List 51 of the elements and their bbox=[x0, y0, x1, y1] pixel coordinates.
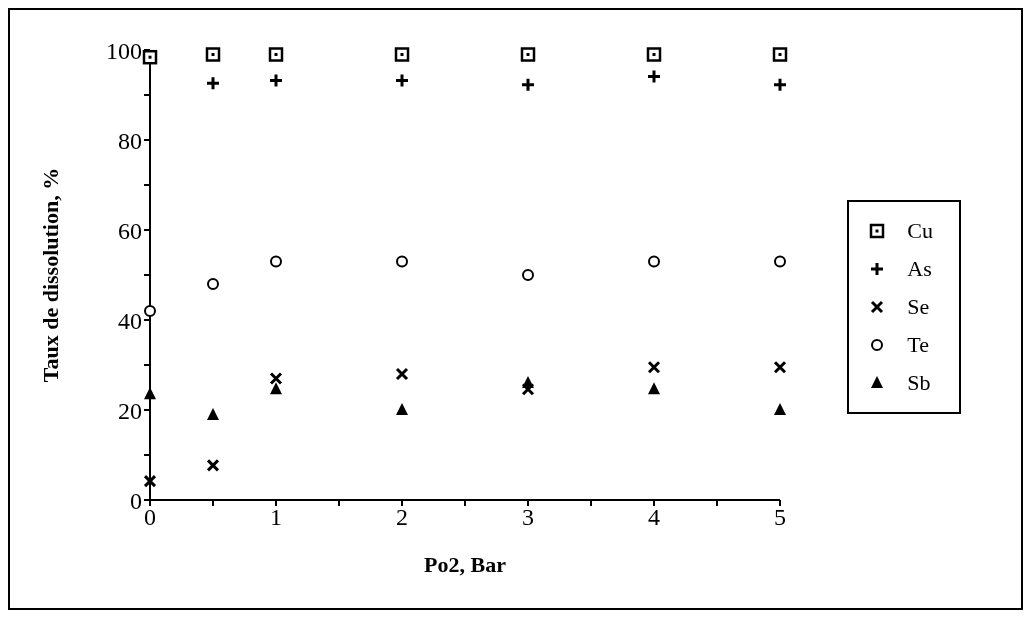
point bbox=[774, 255, 786, 268]
point bbox=[394, 47, 410, 62]
legend-label: As bbox=[907, 256, 932, 282]
legend-label: Cu bbox=[907, 218, 933, 244]
point bbox=[206, 458, 220, 472]
y-tick-label: 60 bbox=[118, 217, 142, 244]
point bbox=[142, 49, 158, 65]
point bbox=[646, 47, 662, 62]
x-axis-title: Po2, Bar bbox=[424, 552, 507, 577]
point bbox=[143, 474, 157, 488]
point bbox=[521, 382, 535, 396]
y-tick-label: 0 bbox=[130, 487, 142, 514]
x-tick-label: 2 bbox=[396, 504, 408, 531]
y-tick-label: 40 bbox=[118, 307, 142, 334]
x-tick-label: 3 bbox=[522, 504, 534, 531]
point bbox=[207, 278, 219, 290]
y-tick-label: 80 bbox=[118, 127, 142, 154]
point bbox=[269, 372, 283, 385]
point bbox=[772, 47, 788, 62]
point bbox=[520, 77, 536, 93]
point bbox=[772, 77, 788, 93]
x-tick-label: 1 bbox=[270, 504, 282, 531]
point bbox=[144, 305, 156, 317]
point bbox=[773, 360, 787, 374]
point bbox=[270, 382, 282, 395]
point bbox=[396, 403, 408, 415]
point bbox=[207, 407, 219, 420]
point bbox=[270, 255, 282, 268]
point bbox=[268, 47, 284, 62]
legend-label: Te bbox=[907, 332, 929, 358]
point bbox=[522, 269, 534, 281]
y-axis-title: Taux de dissolution, % bbox=[37, 167, 63, 383]
point bbox=[646, 69, 662, 85]
point bbox=[648, 382, 660, 395]
x-tick-label: 4 bbox=[648, 504, 660, 531]
point bbox=[648, 255, 660, 268]
y-tick-label: 20 bbox=[118, 397, 142, 424]
point bbox=[396, 255, 408, 268]
point bbox=[647, 360, 661, 374]
point bbox=[395, 367, 409, 381]
point bbox=[774, 403, 786, 415]
x-tick-label: 5 bbox=[774, 504, 786, 531]
legend-label: Sb bbox=[907, 370, 931, 396]
point bbox=[522, 376, 534, 388]
y-tick-label: 100 bbox=[106, 37, 142, 64]
point bbox=[268, 73, 284, 89]
point bbox=[394, 73, 410, 89]
point bbox=[520, 47, 536, 62]
legend-label: Se bbox=[907, 294, 930, 320]
point bbox=[205, 75, 221, 91]
point bbox=[205, 47, 221, 62]
